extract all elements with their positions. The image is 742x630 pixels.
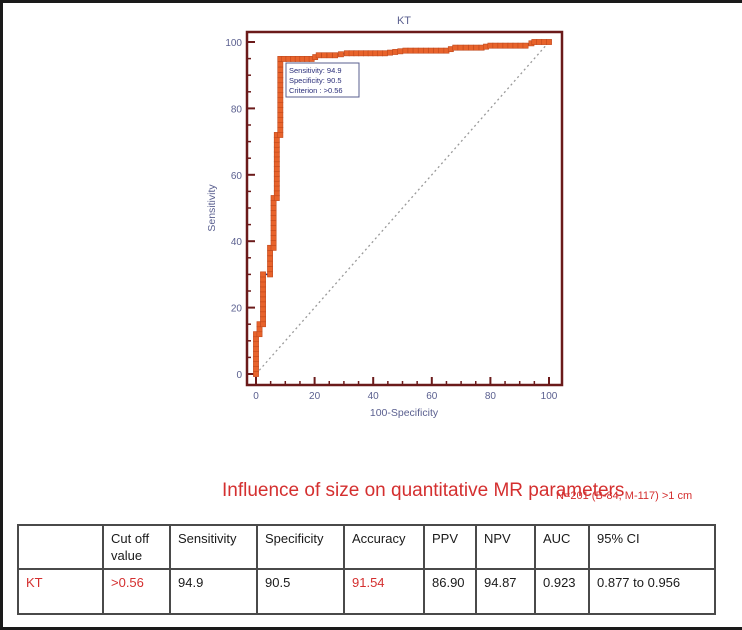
cell-auc: 0.923 xyxy=(534,568,590,615)
y-axis-label: Sensitivity xyxy=(206,184,218,232)
svg-text:60: 60 xyxy=(426,391,438,402)
roc-chart: KT 0 20 40 60 80 100 0 20 40 60 80 100 Sensitivity:… xyxy=(206,15,564,419)
annotation-specificity: Specificity: 90.5 xyxy=(289,76,342,85)
annotation-criterion: Criterion : >0.56 xyxy=(289,86,343,95)
criterion-annotation: Sensitivity: 94.9 Specificity: 90.5 Crit… xyxy=(285,62,360,98)
annotation-sensitivity: Sensitivity: 94.9 xyxy=(289,66,342,75)
svg-text:40: 40 xyxy=(231,237,243,248)
cell-ci: 0.877 to 0.956 xyxy=(588,568,716,615)
roc-curve-markers xyxy=(253,39,552,377)
cell-specificity: 90.5 xyxy=(256,568,345,615)
cell-sensitivity: 94.9 xyxy=(169,568,258,615)
svg-text:60: 60 xyxy=(231,171,243,182)
results-table: Cut off value Sensitivity Specificity Ac… xyxy=(17,524,716,615)
cell-ppv: 86.90 xyxy=(423,568,477,615)
svg-text:100: 100 xyxy=(225,38,242,49)
table-row: KT >0.56 94.9 90.5 91.54 86.90 94.87 0.9… xyxy=(17,568,716,615)
row-label: KT xyxy=(17,568,104,615)
svg-text:40: 40 xyxy=(368,391,380,402)
header-empty xyxy=(17,524,104,570)
table-header-row: Cut off value Sensitivity Specificity Ac… xyxy=(17,524,716,570)
svg-text:0: 0 xyxy=(253,391,259,402)
axis-ticks xyxy=(247,41,550,385)
sample-size-note: N=201 (B-84, M-117) >1 cm xyxy=(556,490,693,502)
x-axis-label: 100-Specificity xyxy=(370,407,439,419)
svg-text:20: 20 xyxy=(309,391,321,402)
header-npv: NPV xyxy=(475,524,536,570)
header-sensitivity: Sensitivity xyxy=(169,524,258,570)
table-caption: Influence of size on quantitative MR par… xyxy=(222,480,625,501)
axis-tick-labels: 0 20 40 60 80 100 0 20 40 60 80 100 xyxy=(225,38,557,402)
svg-text:100: 100 xyxy=(541,391,558,402)
header-specificity: Specificity xyxy=(256,524,345,570)
cell-accuracy: 91.54 xyxy=(343,568,425,615)
cell-npv: 94.87 xyxy=(475,568,536,615)
svg-text:20: 20 xyxy=(231,304,243,315)
cell-cutoff: >0.56 xyxy=(102,568,171,615)
svg-text:0: 0 xyxy=(236,370,242,381)
svg-text:80: 80 xyxy=(231,104,243,115)
header-ppv: PPV xyxy=(423,524,477,570)
header-ci: 95% CI xyxy=(588,524,716,570)
header-auc: AUC xyxy=(534,524,590,570)
chart-title: KT xyxy=(397,15,411,27)
svg-text:80: 80 xyxy=(485,391,497,402)
reference-diagonal xyxy=(255,41,550,375)
header-accuracy: Accuracy xyxy=(343,524,425,570)
header-cutoff: Cut off value xyxy=(102,524,171,570)
